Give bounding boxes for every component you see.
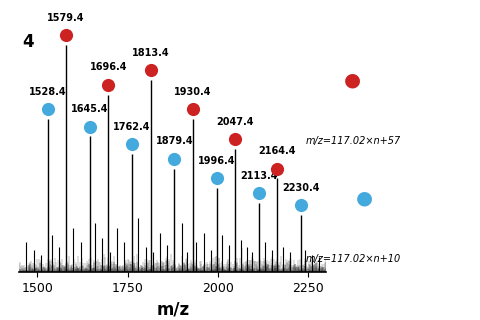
X-axis label: m/z: m/z bbox=[156, 300, 190, 318]
Text: 1645.4: 1645.4 bbox=[71, 104, 108, 114]
Point bbox=[62, 33, 70, 38]
Text: 1813.4: 1813.4 bbox=[132, 48, 169, 58]
Text: 2113.4: 2113.4 bbox=[240, 171, 278, 181]
Point bbox=[189, 107, 197, 112]
Point bbox=[274, 166, 281, 171]
Text: 4: 4 bbox=[22, 33, 34, 51]
Text: 1879.4: 1879.4 bbox=[156, 136, 193, 146]
Point bbox=[231, 136, 239, 141]
Text: 2047.4: 2047.4 bbox=[216, 116, 254, 127]
Text: 1762.4: 1762.4 bbox=[113, 122, 151, 132]
Point bbox=[86, 124, 94, 129]
Point bbox=[255, 191, 263, 196]
Text: 2230.4: 2230.4 bbox=[283, 183, 320, 193]
Text: 1996.4: 1996.4 bbox=[198, 156, 235, 166]
Text: 1579.4: 1579.4 bbox=[47, 13, 84, 23]
Text: ●: ● bbox=[344, 70, 361, 90]
Point bbox=[105, 82, 112, 87]
Point bbox=[213, 176, 220, 181]
Point bbox=[147, 68, 155, 73]
Text: m/z=117.02×n+57: m/z=117.02×n+57 bbox=[305, 136, 400, 146]
Text: 1696.4: 1696.4 bbox=[89, 62, 127, 72]
Text: m/z=117.02×n+10: m/z=117.02×n+10 bbox=[305, 254, 400, 264]
Point bbox=[128, 141, 136, 147]
Point bbox=[44, 107, 51, 112]
Text: ●: ● bbox=[356, 189, 373, 208]
Text: 2164.4: 2164.4 bbox=[259, 146, 296, 156]
Point bbox=[298, 203, 305, 208]
Text: 1930.4: 1930.4 bbox=[174, 87, 212, 97]
Text: 1528.4: 1528.4 bbox=[29, 87, 66, 97]
Point bbox=[170, 156, 178, 161]
